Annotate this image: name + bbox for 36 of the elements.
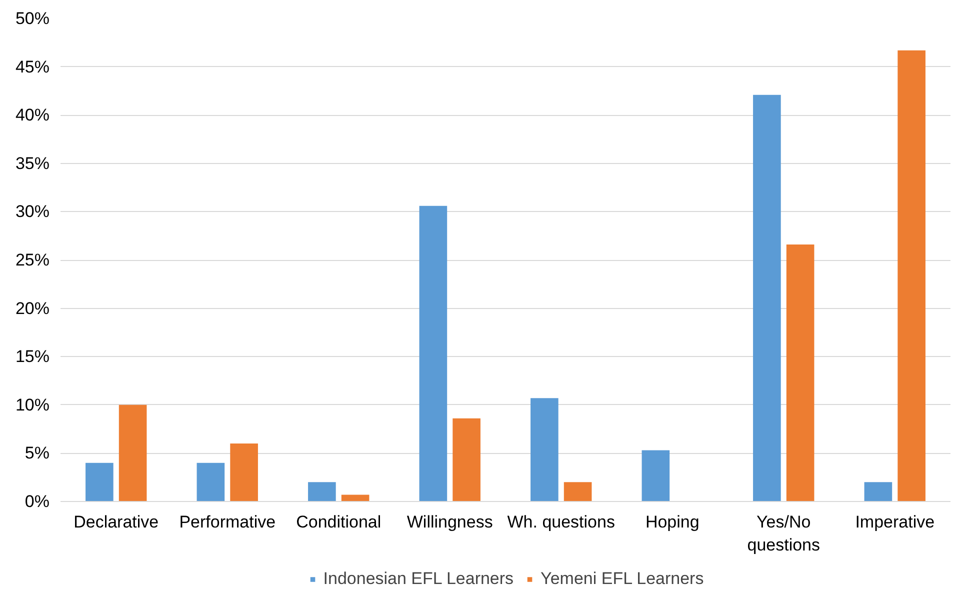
- y-tick-label: 25%: [15, 250, 50, 270]
- legend-label: Yemeni EFL Learners: [540, 569, 704, 589]
- bar: [564, 482, 592, 502]
- y-tick-label: 50%: [15, 9, 50, 28]
- bar: [230, 444, 258, 502]
- y-tick-label: 15%: [15, 347, 50, 366]
- bar: [530, 398, 558, 502]
- y-tick-label: 5%: [24, 444, 50, 463]
- bar: [308, 482, 336, 502]
- bar: [452, 418, 480, 502]
- y-tick-label: 10%: [15, 395, 50, 414]
- bar: [341, 494, 370, 502]
- bar: [196, 462, 225, 502]
- bar: [864, 482, 892, 502]
- bar: [118, 404, 147, 502]
- x-tick-label: Yes/No questions: [747, 512, 820, 554]
- x-tick-label: Conditional: [296, 512, 382, 532]
- bar: [753, 94, 781, 502]
- bar: [86, 462, 114, 502]
- y-tick-label: 20%: [15, 298, 50, 318]
- bar: [642, 450, 670, 502]
- x-tick-label: Willingness: [406, 512, 493, 532]
- x-tick-label: Wh. questions: [507, 512, 615, 532]
- y-tick-label: 30%: [15, 202, 50, 222]
- bar: [786, 244, 814, 502]
- bar: [898, 50, 926, 502]
- y-tick-label: 40%: [15, 106, 50, 125]
- x-tick-label: Performative: [179, 512, 276, 532]
- x-tick-label: Imperative: [855, 512, 935, 532]
- legend-label: Indonesian EFL Learners: [323, 569, 514, 589]
- y-tick-label: 45%: [15, 57, 50, 76]
- x-tick-label: Hoping: [645, 512, 700, 532]
- x-tick-label: Declarative: [74, 512, 159, 532]
- y-tick-label: 0%: [24, 492, 50, 511]
- y-tick-label: 35%: [15, 154, 50, 173]
- bar: [419, 206, 448, 502]
